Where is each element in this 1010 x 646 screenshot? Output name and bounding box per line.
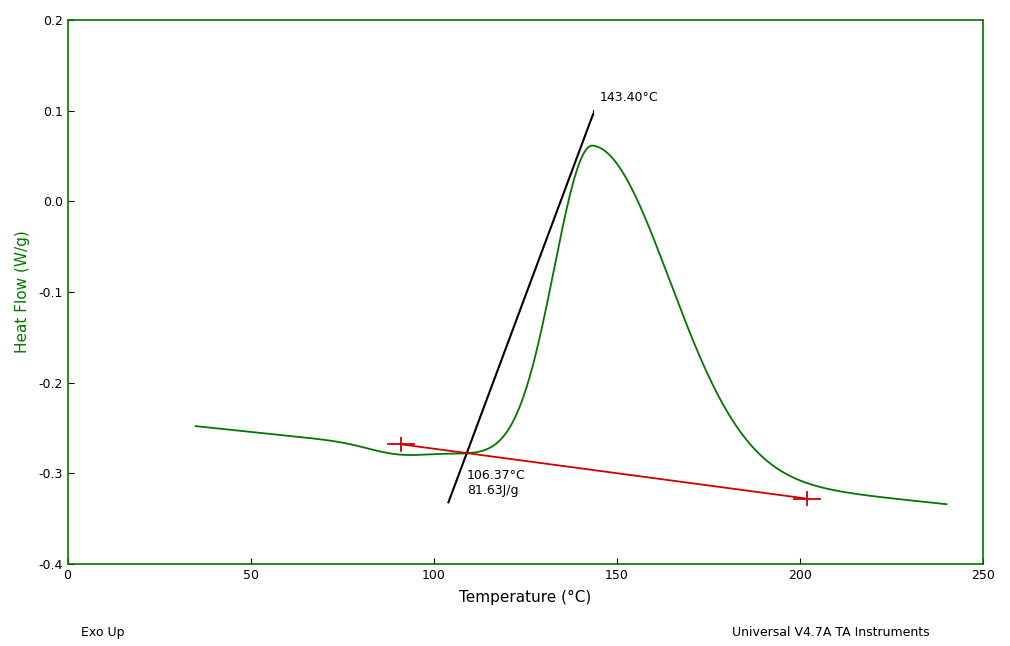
X-axis label: Temperature (°C): Temperature (°C) xyxy=(460,590,592,605)
Text: 143.40°C: 143.40°C xyxy=(600,91,659,104)
Text: Universal V4.7A TA Instruments: Universal V4.7A TA Instruments xyxy=(731,627,929,640)
Text: Exo Up: Exo Up xyxy=(81,627,124,640)
Text: 106.37°C
81.63J/g: 106.37°C 81.63J/g xyxy=(467,469,525,497)
Y-axis label: Heat Flow (W/g): Heat Flow (W/g) xyxy=(15,231,30,353)
